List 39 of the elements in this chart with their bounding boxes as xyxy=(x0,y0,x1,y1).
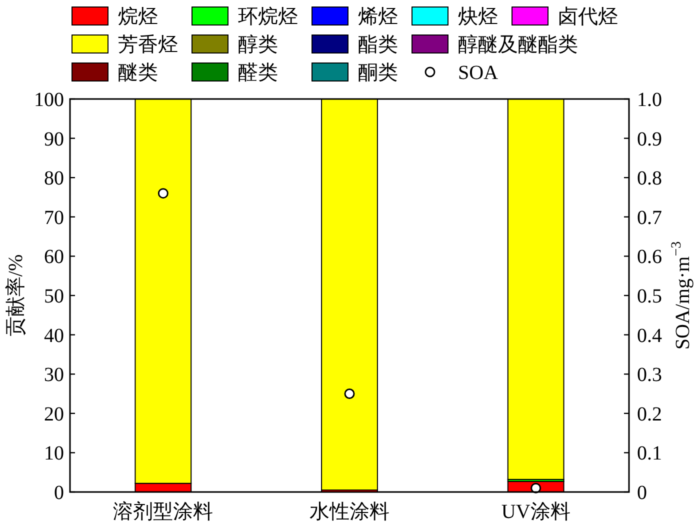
legend-label: 醇醚及醚酯类 xyxy=(458,34,578,56)
legend-label: SOA xyxy=(458,62,499,84)
x-tick-label: UV涂料 xyxy=(501,501,570,523)
y-tick-label: 60 xyxy=(44,246,64,268)
y2-tick-label: 0.5 xyxy=(637,286,662,308)
legend-label: 炔烃 xyxy=(458,6,498,28)
y2-tick-label: 0.9 xyxy=(637,128,662,150)
x-tick-label: 溶剂型涂料 xyxy=(113,501,214,523)
y-tick-label: 40 xyxy=(44,324,64,347)
y-tick-label: 80 xyxy=(44,168,64,190)
legend-label: 环烷烃 xyxy=(238,6,298,28)
y2-tick-label: 0.7 xyxy=(637,206,662,229)
y2-tick-label: 1.0 xyxy=(637,89,662,111)
y-tick-label: 20 xyxy=(44,403,64,426)
legend-label: 烯烃 xyxy=(358,6,398,28)
y-tick-label: 70 xyxy=(44,206,64,229)
y2-tick-label: 0.1 xyxy=(637,442,662,465)
y-axis-title: 贡献率/% xyxy=(5,254,27,337)
legend-label: 醛类 xyxy=(238,62,278,84)
y-tick-label: 30 xyxy=(44,364,64,386)
legend-label: 卤代烃 xyxy=(558,6,618,28)
y2-tick-label: 0 xyxy=(637,482,647,504)
legend-label: 芳香烃 xyxy=(118,34,178,56)
y-tick-label: 50 xyxy=(44,286,64,308)
y2-tick-label: 0.8 xyxy=(637,168,662,190)
legend-label: 醚类 xyxy=(118,62,158,84)
x-tick-label: 水性涂料 xyxy=(310,501,390,523)
y-tick-label: 0 xyxy=(54,482,64,504)
y-tick-label: 90 xyxy=(44,128,64,150)
legend-label: 醇类 xyxy=(238,34,278,56)
y-tick-label: 100 xyxy=(34,89,64,111)
legend-label: 酯类 xyxy=(358,34,398,56)
y2-tick-label: 0.4 xyxy=(637,324,662,347)
y2-tick-label: 0.6 xyxy=(637,246,662,268)
y2-tick-label: 0.2 xyxy=(637,403,662,426)
legend-label: 酮类 xyxy=(358,62,398,84)
legend-label: 烷烃 xyxy=(118,6,158,28)
y2-tick-label: 0.3 xyxy=(637,364,662,386)
y-tick-label: 10 xyxy=(44,442,64,465)
